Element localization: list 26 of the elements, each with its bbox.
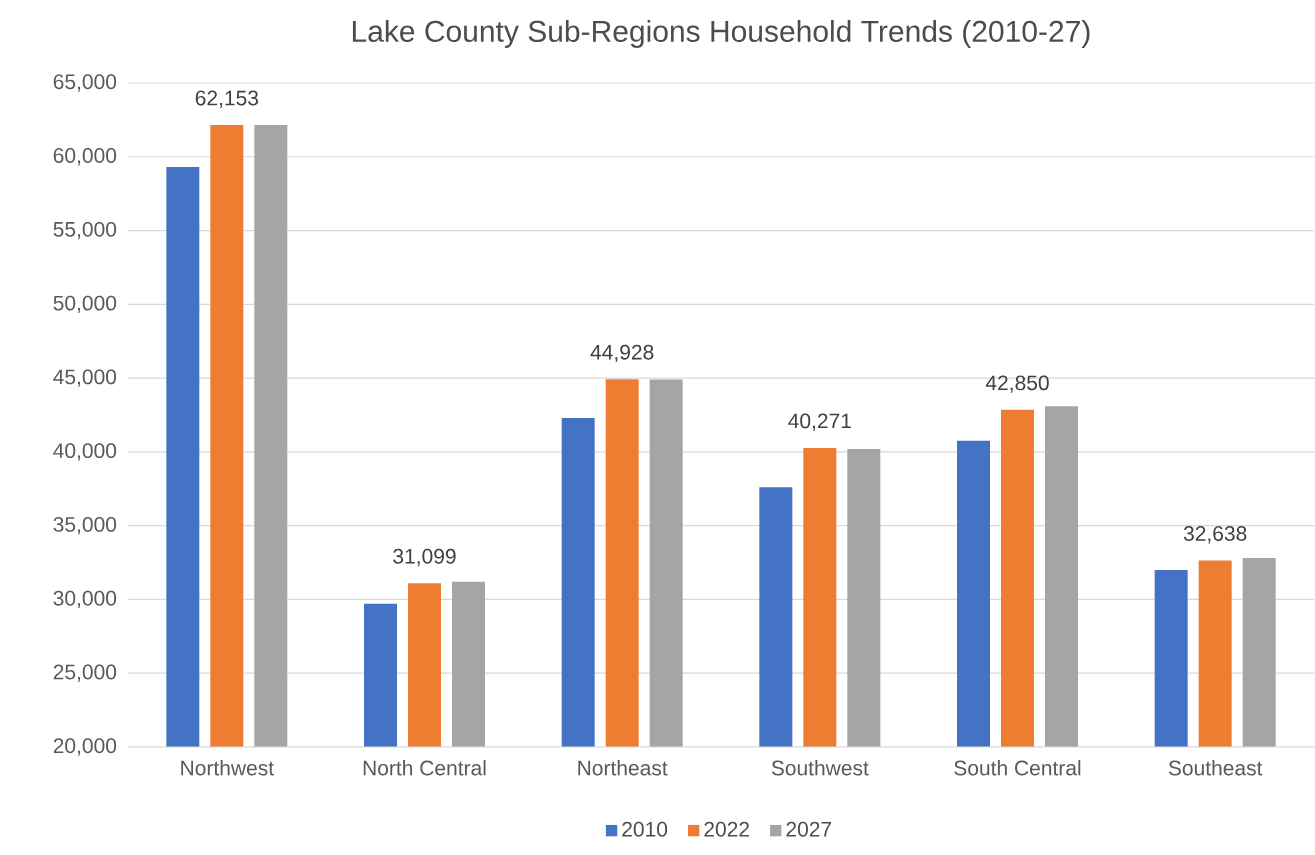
x-tick-label: South Central [954, 760, 1081, 776]
x-tick-label: Southwest [771, 760, 869, 776]
y-tick-label: 30,000 [53, 590, 117, 609]
x-tick-label: Northwest [181, 760, 274, 776]
y-tick-label: 35,000 [53, 516, 117, 535]
x-tick-label: Northeast [578, 760, 668, 776]
legend-label: 2022 [704, 821, 749, 837]
x-tick-label: North Central [363, 760, 486, 776]
y-tick-label: 50,000 [53, 295, 117, 314]
y-tick-label: 25,000 [53, 664, 117, 682]
y-tick-label: 20,000 [53, 738, 117, 756]
legend-label: 2027 [786, 821, 832, 837]
data-label: 42,850 [985, 375, 1049, 393]
data-label: 32,638 [1183, 526, 1247, 544]
chart-title: Lake County Sub-Regions Household Trends (2010-27) [352, 19, 1090, 48]
y-tick-label: 45,000 [53, 369, 117, 387]
data-label: 40,271 [788, 413, 851, 431]
x-tick-label: Southeast [1168, 760, 1263, 776]
data-label: 31,099 [393, 548, 456, 567]
legend-label: 2010 [622, 821, 668, 837]
data-label: 44,928 [590, 344, 654, 363]
y-tick-label: 65,000 [53, 74, 117, 92]
y-tick-label: 55,000 [53, 221, 117, 240]
data-label: 62,153 [195, 90, 259, 108]
y-tick-label: 60,000 [53, 148, 117, 166]
y-tick-label: 40,000 [53, 443, 117, 461]
